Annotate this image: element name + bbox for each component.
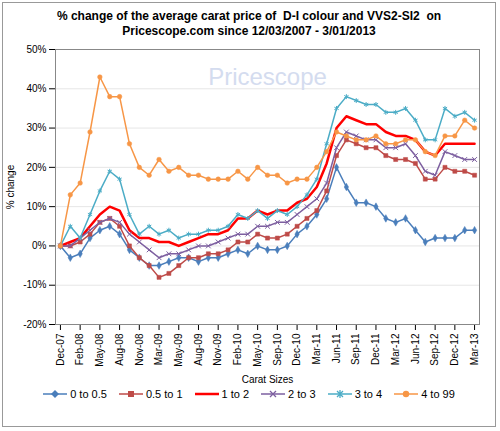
svg-text:Dec-12: Dec-12	[449, 333, 460, 366]
svg-text:Feb-08: Feb-08	[74, 333, 85, 365]
svg-text:40%: 40%	[26, 83, 46, 94]
svg-text:50%: 50%	[26, 44, 46, 55]
svg-text:May-09: May-09	[173, 333, 184, 367]
svg-text:Mar-12: Mar-12	[390, 333, 401, 365]
html-text:3 to 4: 3 to 4	[354, 388, 383, 400]
html-text:4 to 99: 4 to 99	[421, 388, 455, 400]
svg-text:Aug-09: Aug-09	[193, 333, 204, 366]
svg-text:0%: 0%	[32, 240, 47, 251]
svg-text:10%: 10%	[26, 201, 46, 212]
svg-text:Nov-09: Nov-09	[212, 333, 223, 366]
svg-text:May-10: May-10	[252, 333, 263, 367]
svg-text:Sep-10: Sep-10	[272, 333, 283, 366]
svg-text:30%: 30%	[26, 122, 46, 133]
svg-text:% change: % change	[5, 164, 16, 209]
svg-text:Mar-13: Mar-13	[469, 333, 480, 365]
svg-text:Jun-11: Jun-11	[331, 333, 342, 363]
svg-text:-10%: -10%	[23, 279, 46, 290]
html-text:% change of the average carat: % change of the average carat price of D…	[56, 9, 445, 38]
svg-text:May-08: May-08	[94, 333, 105, 367]
svg-text:-20%: -20%	[23, 319, 46, 330]
svg-text:Aug-08: Aug-08	[114, 333, 125, 366]
html-text:0.5 to 1: 0.5 to 1	[145, 388, 183, 400]
html-text:2 to 3: 2 to 3	[288, 388, 316, 400]
svg-text:Feb-10: Feb-10	[232, 333, 243, 365]
svg-text:20%: 20%	[26, 162, 46, 173]
svg-text:Dec-10: Dec-10	[291, 333, 302, 366]
html-text:0 to 0.5: 0 to 0.5	[70, 388, 107, 400]
html-text:1 to 2: 1 to 2	[221, 388, 250, 400]
svg-text:Carat Sizes: Carat Sizes	[242, 374, 294, 385]
svg-text:Pricescope: Pricescope	[208, 63, 327, 90]
svg-text:Dec-11: Dec-11	[370, 333, 381, 365]
svg-text:Dec-07: Dec-07	[55, 333, 66, 366]
svg-text:Jun-12: Jun-12	[410, 333, 421, 364]
svg-text:Sep-11: Sep-11	[350, 333, 361, 365]
svg-text:Sep-12: Sep-12	[429, 333, 440, 366]
svg-text:Mar-09: Mar-09	[153, 333, 164, 365]
svg-text:Nov-08: Nov-08	[134, 333, 145, 366]
svg-text:Mar-11: Mar-11	[311, 333, 322, 364]
